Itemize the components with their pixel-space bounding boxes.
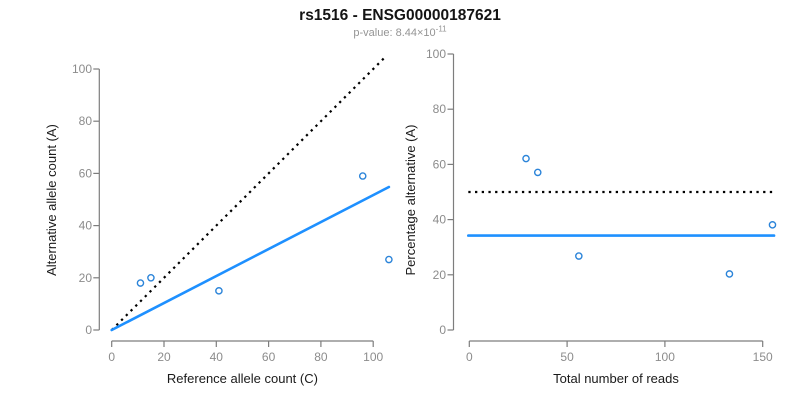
figure-header: rs1516 - ENSG00000187621 p-value: 8.44×1… xyxy=(0,7,800,39)
allele-counts-data-point xyxy=(385,255,393,264)
allele-counts-y-tick-label: 100 xyxy=(72,62,92,76)
allele-counts-x-tick-label: 60 xyxy=(262,350,276,364)
percentage-vs-coverage-y-tick-label: 60 xyxy=(433,157,447,171)
pvalue-exponent: -11 xyxy=(435,24,447,34)
allele-counts-y-tick-label: 20 xyxy=(79,271,93,285)
allele-counts-x-tick-label: 80 xyxy=(314,350,328,364)
pvalue-label: p-value: xyxy=(353,27,393,39)
allele-counts-x-tick-label: 40 xyxy=(210,350,224,364)
allele-counts-data-point xyxy=(358,172,367,180)
pvalue-base: 8.44×10 xyxy=(395,27,436,39)
allele-counts-data-point xyxy=(147,273,155,282)
percentage-vs-coverage-x-tick-label: 100 xyxy=(655,350,675,364)
allele-counts-x-tick-label: 100 xyxy=(363,350,383,364)
figure-title: rs1516 - ENSG00000187621 xyxy=(299,7,501,24)
identity-line xyxy=(110,56,386,331)
percentage-vs-coverage-x-tick-label: 50 xyxy=(560,350,574,364)
allele-counts-y-axis-title: Alternative allele count (A) xyxy=(44,124,59,276)
percentage-vs-coverage-y-tick-label: 80 xyxy=(433,102,447,116)
percentage-vs-coverage-data-point xyxy=(533,168,542,177)
allele-counts-y-tick-label: 0 xyxy=(85,323,92,337)
percentage-vs-coverage-y-tick-label: 20 xyxy=(433,268,447,282)
allele-counts-y-tick-label: 60 xyxy=(79,166,93,180)
percentage-vs-coverage-data-point xyxy=(575,252,583,260)
percentage-vs-coverage-x-tick-label: 150 xyxy=(753,350,773,364)
allele-counts-data-point xyxy=(215,287,223,295)
percentage-vs-coverage-data-point xyxy=(725,270,734,278)
percentage-vs-coverage-data-point xyxy=(522,154,530,163)
allele-counts-x-axis-title: Reference allele count (C) xyxy=(167,371,318,386)
allele-counts-y-tick-label: 40 xyxy=(79,219,93,233)
percentage-vs-coverage-data-point xyxy=(768,221,777,229)
allele-counts-y-tick-label: 80 xyxy=(79,114,93,128)
percentage-vs-coverage-y-tick-label: 0 xyxy=(439,323,446,337)
percentage-vs-coverage-x-axis-title: Total number of reads xyxy=(553,371,679,386)
percentage-vs-coverage-x-tick-label: 0 xyxy=(466,350,473,364)
allele-counts-data-point xyxy=(136,279,145,287)
percentage-vs-coverage-y-axis-title: Percentage alternative (A) xyxy=(403,124,418,275)
allele-counts-x-tick-label: 20 xyxy=(157,350,171,364)
fit-line xyxy=(110,185,391,332)
allele-counts-x-tick-label: 0 xyxy=(108,350,115,364)
percentage-vs-coverage-y-tick-label: 40 xyxy=(433,213,447,227)
figure-subtitle: p-value: 8.44×10-11 xyxy=(0,24,800,39)
percentage-vs-coverage-y-tick-label: 100 xyxy=(426,47,446,61)
